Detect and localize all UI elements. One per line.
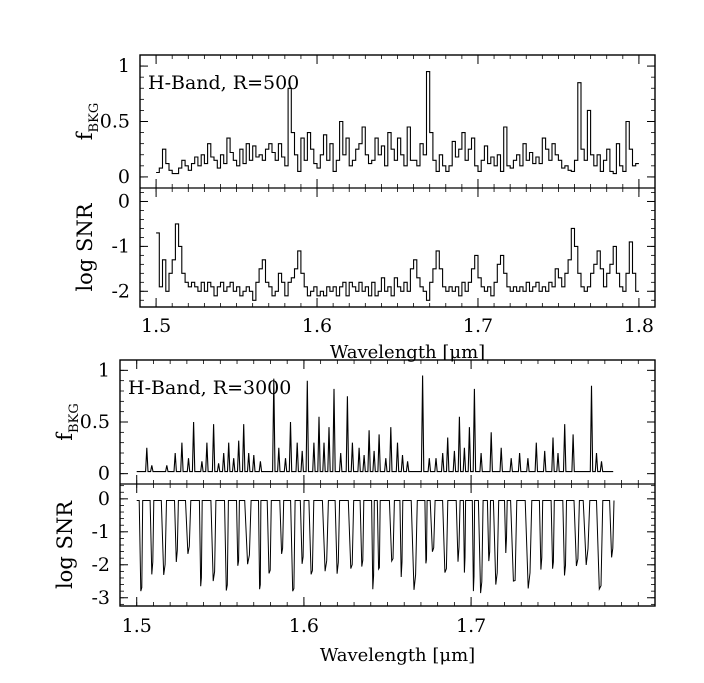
spectrum-line-bottom-0 bbox=[136, 375, 614, 473]
x-tick-label: 1.6 bbox=[302, 315, 332, 337]
spectrum-line-top-0 bbox=[156, 71, 639, 175]
y-tick-label: -1 bbox=[111, 235, 130, 257]
x-axis-label: Wavelength [μm] bbox=[330, 342, 485, 363]
ticks-layer bbox=[119, 54, 655, 606]
x-tick-label: 1.8 bbox=[624, 315, 654, 337]
y-tick-label: -1 bbox=[91, 521, 110, 543]
y-axis-label-subscript: BKG bbox=[87, 103, 102, 133]
y-axis-label-main: log SNR bbox=[53, 500, 77, 589]
y-tick-label: -3 bbox=[91, 587, 110, 609]
y-tick-label: 0 bbox=[98, 463, 110, 485]
y-axis-label: log SNR bbox=[73, 202, 97, 291]
panel-title: H-Band, R=3000 bbox=[128, 377, 291, 399]
panel-title: H-Band, R=500 bbox=[148, 72, 299, 94]
snr-line-bottom bbox=[136, 500, 615, 594]
y-tick-label: 0 bbox=[118, 190, 130, 212]
y-tick-label: 0 bbox=[98, 488, 110, 510]
y-tick-label: 0.5 bbox=[80, 411, 110, 433]
y-axis-label-main: f bbox=[73, 130, 97, 140]
y-tick-label: -2 bbox=[91, 554, 110, 576]
x-tick-label: 1.6 bbox=[289, 615, 319, 637]
y-tick-label: 0.5 bbox=[100, 111, 130, 133]
x-tick-label: 1.5 bbox=[141, 315, 171, 337]
y-axis-label: fBKG bbox=[53, 403, 82, 440]
x-tick-label: 1.5 bbox=[122, 615, 152, 637]
y-tick-label: 1 bbox=[118, 55, 130, 77]
y-tick-label: -2 bbox=[111, 280, 130, 302]
y-axis-label-main: f bbox=[53, 431, 77, 441]
y-axis-label: fBKG bbox=[73, 103, 102, 140]
series-layer bbox=[136, 71, 639, 594]
x-tick-label: 1.7 bbox=[463, 315, 493, 337]
y-axis-label-subscript: BKG bbox=[67, 403, 82, 433]
y-axis-label-main: log SNR bbox=[73, 202, 97, 291]
y-axis-label: log SNR bbox=[53, 500, 77, 589]
x-tick-label: 1.7 bbox=[456, 615, 486, 637]
x-axis-label: Wavelength [μm] bbox=[320, 645, 475, 666]
y-tick-label: 1 bbox=[98, 359, 110, 381]
y-tick-label: 0 bbox=[118, 166, 130, 188]
spectrum-line-top-1 bbox=[156, 223, 639, 301]
